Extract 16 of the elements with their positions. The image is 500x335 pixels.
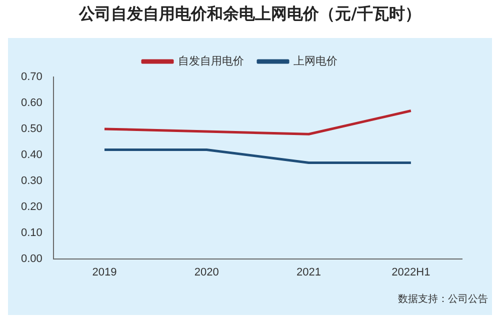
legend-label: 自发自用电价 [178,54,244,68]
y-tick-label: 0.40 [20,148,42,161]
y-tick-label: 0.20 [20,200,42,213]
y-tick-label: 0.70 [20,71,42,84]
chart-title: 公司自发自用电价和余电上网电价（元/千瓦时） [78,4,422,25]
x-tick-label: 2022H1 [392,266,430,278]
x-tick-label: 2021 [296,266,322,278]
text: 数据支持：公司公告 [398,292,488,306]
legend-label: 上网电价 [294,54,338,68]
y-tick-label: 0.10 [20,226,42,239]
y-tick-label: 0.30 [20,174,42,187]
x-tick-label: 2020 [194,266,219,278]
x-tick-label: 2019 [92,266,117,278]
y-tick-label: 0.00 [20,252,42,265]
y-tick-label: 0.60 [20,97,42,110]
y-tick-label: 0.50 [20,122,42,135]
